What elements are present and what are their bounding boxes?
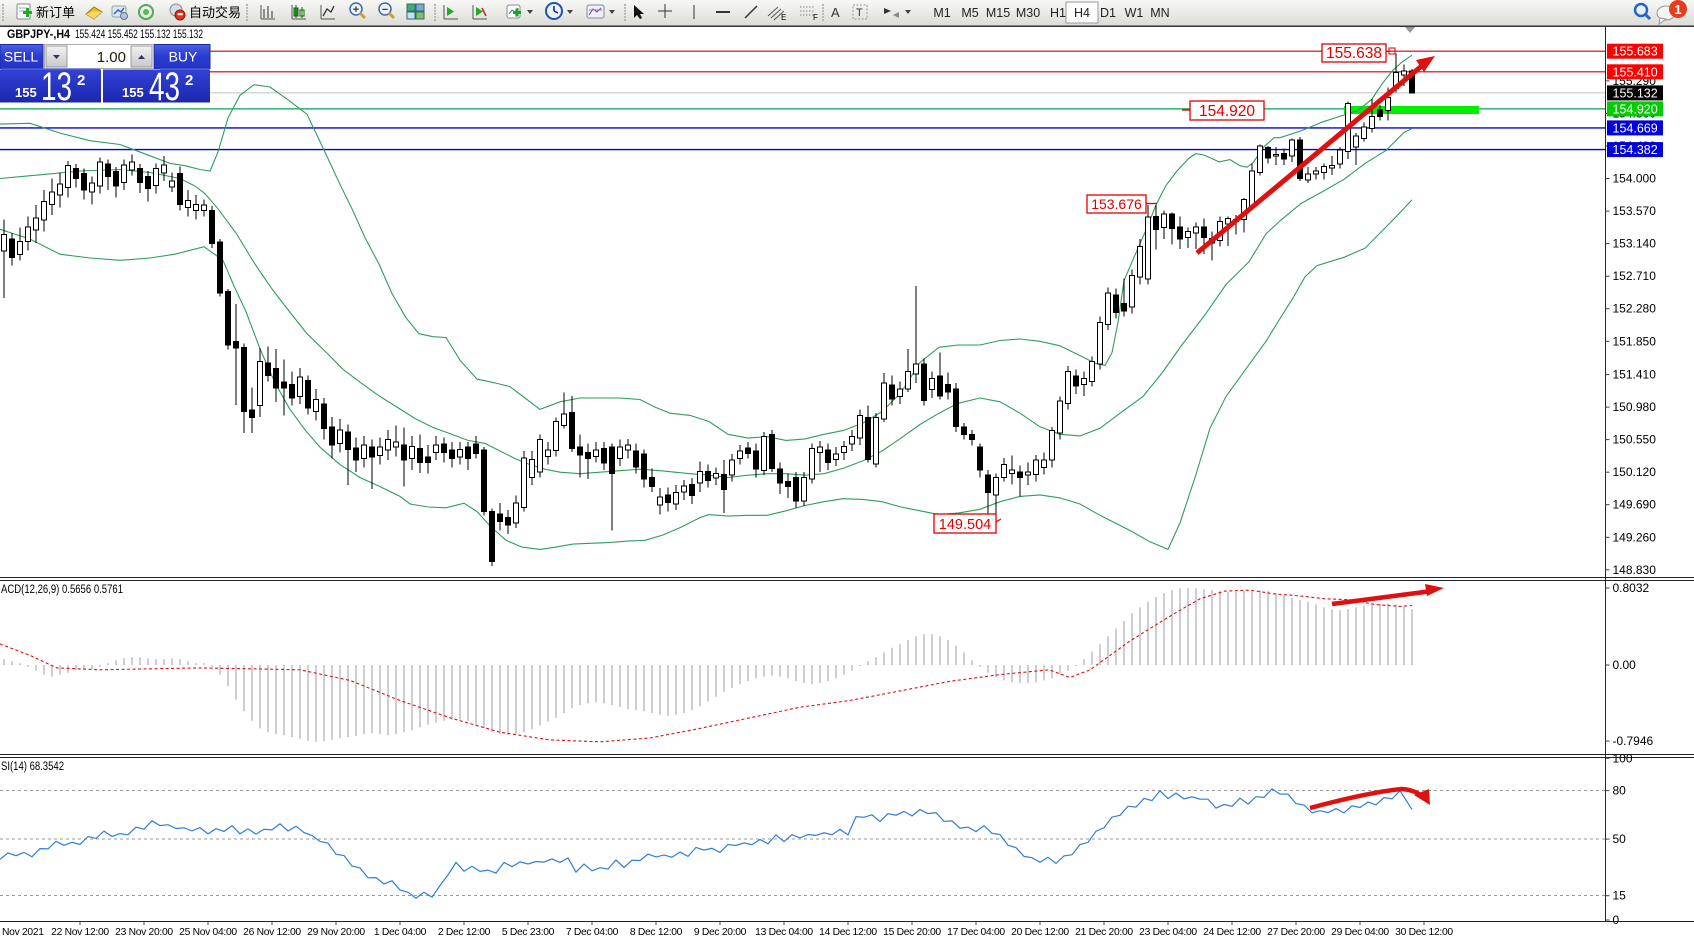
svg-text:154.920: 154.920	[1199, 103, 1255, 120]
svg-text:SELL: SELL	[4, 49, 38, 65]
svg-text:149.690: 149.690	[1613, 498, 1657, 512]
svg-text:H1: H1	[1050, 6, 1066, 20]
svg-text:7 Dec 04:00: 7 Dec 04:00	[566, 927, 619, 938]
svg-text:0: 0	[1613, 913, 1620, 927]
svg-text:M1: M1	[933, 6, 950, 20]
svg-text:0.00: 0.00	[1613, 658, 1637, 672]
svg-text:30 Dec 12:00: 30 Dec 12:00	[1395, 927, 1453, 938]
svg-text:15 Dec 20:00: 15 Dec 20:00	[883, 927, 941, 938]
svg-text:24 Dec 12:00: 24 Dec 12:00	[1203, 927, 1261, 938]
svg-text:152.280: 152.280	[1613, 302, 1657, 316]
svg-text:F: F	[813, 13, 818, 22]
svg-text:23 Dec 04:00: 23 Dec 04:00	[1139, 927, 1197, 938]
svg-text:100: 100	[1613, 751, 1633, 765]
svg-text:1.00: 1.00	[97, 49, 126, 66]
svg-text:154.382: 154.382	[1613, 143, 1658, 157]
svg-text:155.424 155.452 155.132 155.13: 155.424 155.452 155.132 155.132	[75, 29, 203, 41]
svg-text:154.000: 154.000	[1613, 172, 1657, 186]
svg-text:149.504: 149.504	[939, 517, 991, 533]
svg-text:GBPJPY-,H4: GBPJPY-,H4	[7, 29, 71, 41]
svg-text:27 Dec 20:00: 27 Dec 20:00	[1267, 927, 1325, 938]
svg-text:153.140: 153.140	[1613, 237, 1657, 251]
svg-text:150.120: 150.120	[1613, 465, 1657, 479]
svg-text:20 Dec 12:00: 20 Dec 12:00	[1011, 927, 1069, 938]
svg-text:155.638: 155.638	[1326, 45, 1382, 62]
svg-text:154.669: 154.669	[1613, 121, 1658, 135]
svg-text:149.260: 149.260	[1613, 530, 1657, 544]
svg-text:ACD(12,26,9) 0.5656 0.5761: ACD(12,26,9) 0.5656 0.5761	[1, 584, 123, 596]
svg-text:2: 2	[77, 72, 85, 89]
svg-text:8 Dec 12:00: 8 Dec 12:00	[630, 927, 683, 938]
svg-text:153.570: 153.570	[1613, 204, 1657, 218]
svg-text:29 Nov 20:00: 29 Nov 20:00	[307, 927, 365, 938]
svg-text:W1: W1	[1125, 6, 1144, 20]
svg-text:D1: D1	[1100, 6, 1116, 20]
svg-text:155.410: 155.410	[1613, 65, 1658, 79]
svg-text:−: −	[382, 4, 388, 16]
svg-text:22 Nov 12:00: 22 Nov 12:00	[51, 927, 109, 938]
svg-text:43: 43	[149, 65, 180, 109]
svg-text:Nov 2021: Nov 2021	[2, 927, 44, 938]
svg-text:155.132: 155.132	[1613, 86, 1658, 100]
svg-text:1 Dec 04:00: 1 Dec 04:00	[374, 927, 427, 938]
svg-text:151.410: 151.410	[1613, 368, 1657, 382]
svg-text:21 Dec 20:00: 21 Dec 20:00	[1075, 927, 1133, 938]
svg-text:153.676: 153.676	[1091, 196, 1142, 212]
svg-text:15: 15	[1613, 889, 1627, 903]
svg-text:BUY: BUY	[169, 49, 198, 65]
svg-text:M15: M15	[986, 6, 1010, 20]
svg-text:13: 13	[41, 65, 72, 109]
svg-text:29 Dec 04:00: 29 Dec 04:00	[1331, 927, 1389, 938]
svg-text:+: +	[353, 4, 359, 16]
svg-text:150.980: 150.980	[1613, 400, 1657, 414]
svg-text:50: 50	[1613, 832, 1627, 846]
svg-text:80: 80	[1613, 784, 1627, 798]
svg-text:新订单: 新订单	[36, 5, 75, 20]
svg-text:2: 2	[185, 72, 193, 89]
svg-text:17 Dec 04:00: 17 Dec 04:00	[947, 927, 1005, 938]
svg-text:T: T	[856, 7, 863, 19]
svg-text:M30: M30	[1016, 6, 1040, 20]
svg-text:14 Dec 12:00: 14 Dec 12:00	[819, 927, 877, 938]
svg-text:13 Dec 04:00: 13 Dec 04:00	[755, 927, 813, 938]
svg-text:155: 155	[15, 85, 37, 100]
svg-text:5 Dec 23:00: 5 Dec 23:00	[502, 927, 555, 938]
svg-text:-0.7946: -0.7946	[1613, 734, 1654, 748]
svg-text:9 Dec 20:00: 9 Dec 20:00	[694, 927, 747, 938]
svg-text:23 Nov 20:00: 23 Nov 20:00	[115, 927, 173, 938]
svg-text:SI(14) 68.3542: SI(14) 68.3542	[1, 761, 64, 773]
svg-text:155.683: 155.683	[1613, 45, 1658, 59]
svg-text:154.920: 154.920	[1613, 102, 1658, 116]
svg-text:148.830: 148.830	[1613, 563, 1657, 577]
svg-text:155: 155	[122, 85, 144, 100]
svg-text:自动交易: 自动交易	[189, 5, 241, 20]
svg-text:2 Dec 12:00: 2 Dec 12:00	[438, 927, 491, 938]
svg-text:151.850: 151.850	[1613, 334, 1657, 348]
svg-text:150.550: 150.550	[1613, 433, 1657, 447]
svg-text:H4: H4	[1074, 6, 1090, 20]
svg-text:26 Nov 12:00: 26 Nov 12:00	[243, 927, 301, 938]
svg-text:E: E	[781, 13, 786, 22]
svg-text:1: 1	[1674, 2, 1681, 17]
svg-text:25 Nov 04:00: 25 Nov 04:00	[179, 927, 237, 938]
svg-text:MN: MN	[1150, 6, 1169, 20]
svg-text:0.8032: 0.8032	[1613, 581, 1650, 595]
svg-text:M5: M5	[961, 6, 978, 20]
svg-text:A: A	[831, 5, 840, 20]
svg-text:152.710: 152.710	[1613, 269, 1657, 283]
